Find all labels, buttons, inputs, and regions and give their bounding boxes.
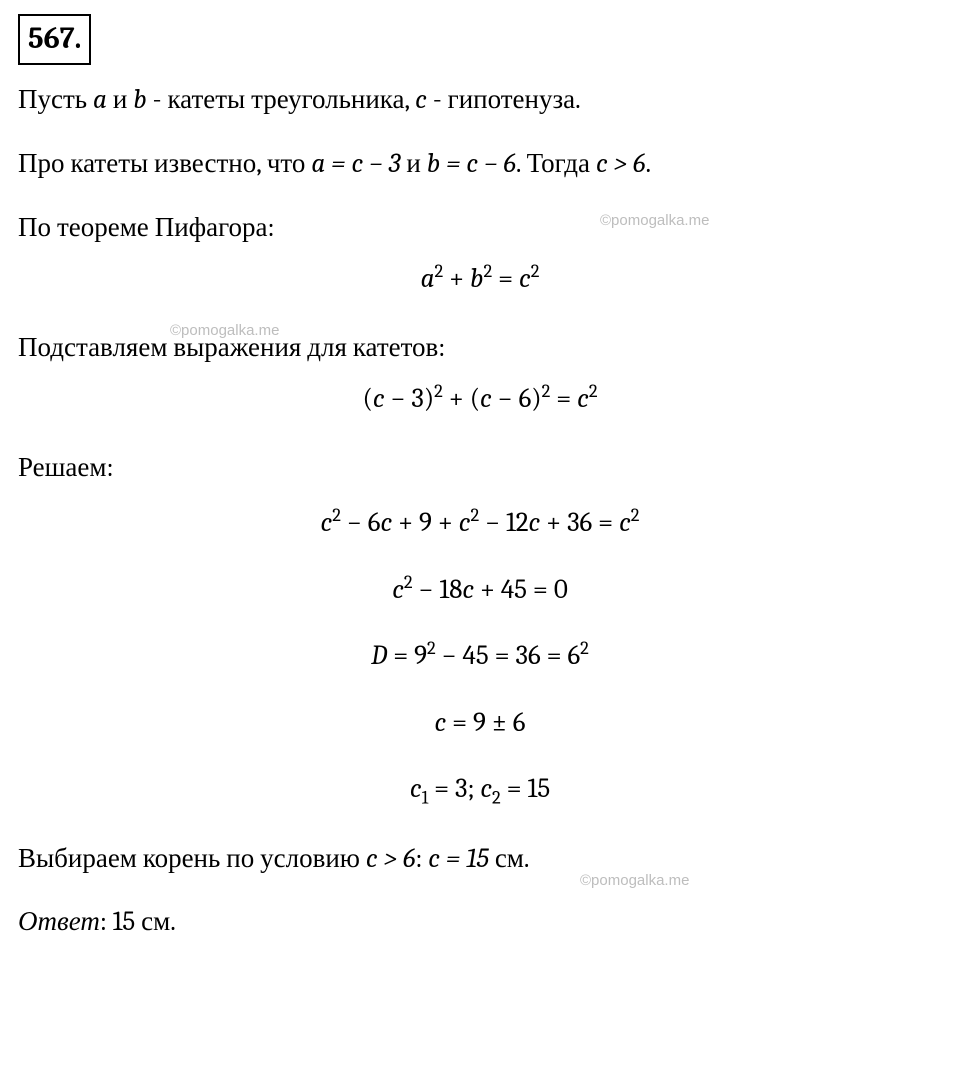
equation-substituted: (c − 3)2 + (c − 6)2 = c2 [18, 379, 942, 420]
eq-b: b = c − 6 [427, 148, 516, 179]
answer-line: Ответ: 15 см. [18, 902, 942, 943]
var-c: c [462, 574, 474, 605]
exp-2: 2 [483, 260, 492, 282]
text: = 3; [428, 773, 480, 804]
op-eq: = [492, 263, 519, 294]
text: . [645, 148, 651, 179]
exp-2: 2 [542, 380, 551, 402]
text: + 45 = 0 [474, 574, 568, 605]
var-D: D [371, 640, 387, 671]
text: = 15 [501, 773, 550, 804]
exp-2: 2 [434, 380, 443, 402]
var-c: c [373, 383, 385, 414]
answer-value: : 15 см. [100, 906, 176, 937]
text: − 6 [341, 507, 381, 538]
paragraph-pyth: По теореме Пифагора: [18, 207, 942, 249]
solve-line-3: D = 92 − 45 = 36 = 62 [371, 636, 589, 677]
text: = 9 [387, 640, 427, 671]
exp-2: 2 [631, 504, 640, 526]
text: − 45 = 36 = 6 [436, 640, 580, 671]
exp-2: 2 [404, 571, 413, 593]
paragraph-let: Пусть a и b - катеты треугольника, c - г… [18, 79, 942, 121]
var-b: b [133, 84, 146, 115]
var-c: c [619, 507, 631, 538]
exp-2: 2 [589, 380, 598, 402]
solve-line-5: c1 = 3; c2 = 15 [410, 769, 550, 810]
text: Выбираем корень по условию [18, 843, 366, 874]
paragraph-given: Про катеты известно, что a = c − 3 и b =… [18, 143, 942, 185]
exp-2: 2 [470, 504, 479, 526]
var-c: c [519, 263, 531, 294]
text: Про катеты известно, что [18, 148, 311, 179]
solve-line-4: c = 9 ± 6 [435, 703, 526, 744]
op-plus: + [443, 383, 470, 414]
var-c: c [380, 507, 392, 538]
text: Пусть [18, 84, 93, 115]
unit: см. [489, 843, 530, 874]
var-c: c [415, 84, 427, 115]
var-b: b [470, 263, 483, 294]
sub-2: 2 [492, 787, 501, 809]
text: − 12 [479, 507, 528, 538]
paragraph-solve: Решаем: [18, 447, 942, 489]
exp-2: 2 [332, 504, 341, 526]
text: и [400, 148, 426, 179]
var-c: c [321, 507, 333, 538]
text: . Тогда [516, 148, 596, 179]
solve-line-2: c2 − 18c + 45 = 0 [392, 570, 568, 611]
exp-2: 2 [435, 260, 444, 282]
paragraph-select-root: Выбираем корень по условию c > 6: c = 15… [18, 838, 942, 880]
solve-line-1: c2 − 6c + 9 + c2 − 12c + 36 = c2 [321, 503, 640, 544]
text: - катеты треугольника, [147, 84, 415, 115]
op-plus: + [443, 263, 470, 294]
text: + 36 = [540, 507, 619, 538]
var-c: c [529, 507, 541, 538]
text: и [107, 84, 133, 115]
op-eq: = [550, 383, 577, 414]
var-c: c [435, 707, 447, 738]
text: = 9 ± 6 [446, 707, 525, 738]
solution-page: 567. ©pomogalka.me ©pomogalka.me ©pomoga… [0, 0, 960, 993]
paren-1: (c − 3) [363, 383, 435, 414]
equation-pythagoras: a2 + b2 = c2 [18, 259, 942, 300]
equation-solve-stack: c2 − 6c + 9 + c2 − 12c + 36 = c2 c2 − 18… [18, 503, 942, 810]
var-a: a [421, 263, 435, 294]
var-c1: c [410, 773, 422, 804]
var-c: c [577, 383, 589, 414]
var-c2: c [480, 773, 492, 804]
var-c: c [480, 383, 492, 414]
answer-label: Ответ [18, 906, 100, 937]
exp-2: 2 [531, 260, 540, 282]
paren-2: (c − 6) [470, 383, 542, 414]
text: - гипотенуза. [427, 84, 581, 115]
text: − 18 [413, 574, 463, 605]
result-c: c = 15 [428, 843, 489, 874]
cond-c: c > 6 [366, 843, 415, 874]
exp-2: 2 [427, 637, 436, 659]
var-c: c [459, 507, 471, 538]
var-a: a [93, 84, 107, 115]
var-c: c [392, 574, 404, 605]
exp-2: 2 [580, 637, 589, 659]
text: : [415, 843, 428, 874]
paragraph-subst: Подставляем выражения для катетов: [18, 327, 942, 369]
problem-number: 567. [18, 14, 91, 65]
text: + 9 + [392, 507, 459, 538]
cond-c: c > 6 [596, 148, 645, 179]
eq-a: a = c − 3 [311, 148, 400, 179]
